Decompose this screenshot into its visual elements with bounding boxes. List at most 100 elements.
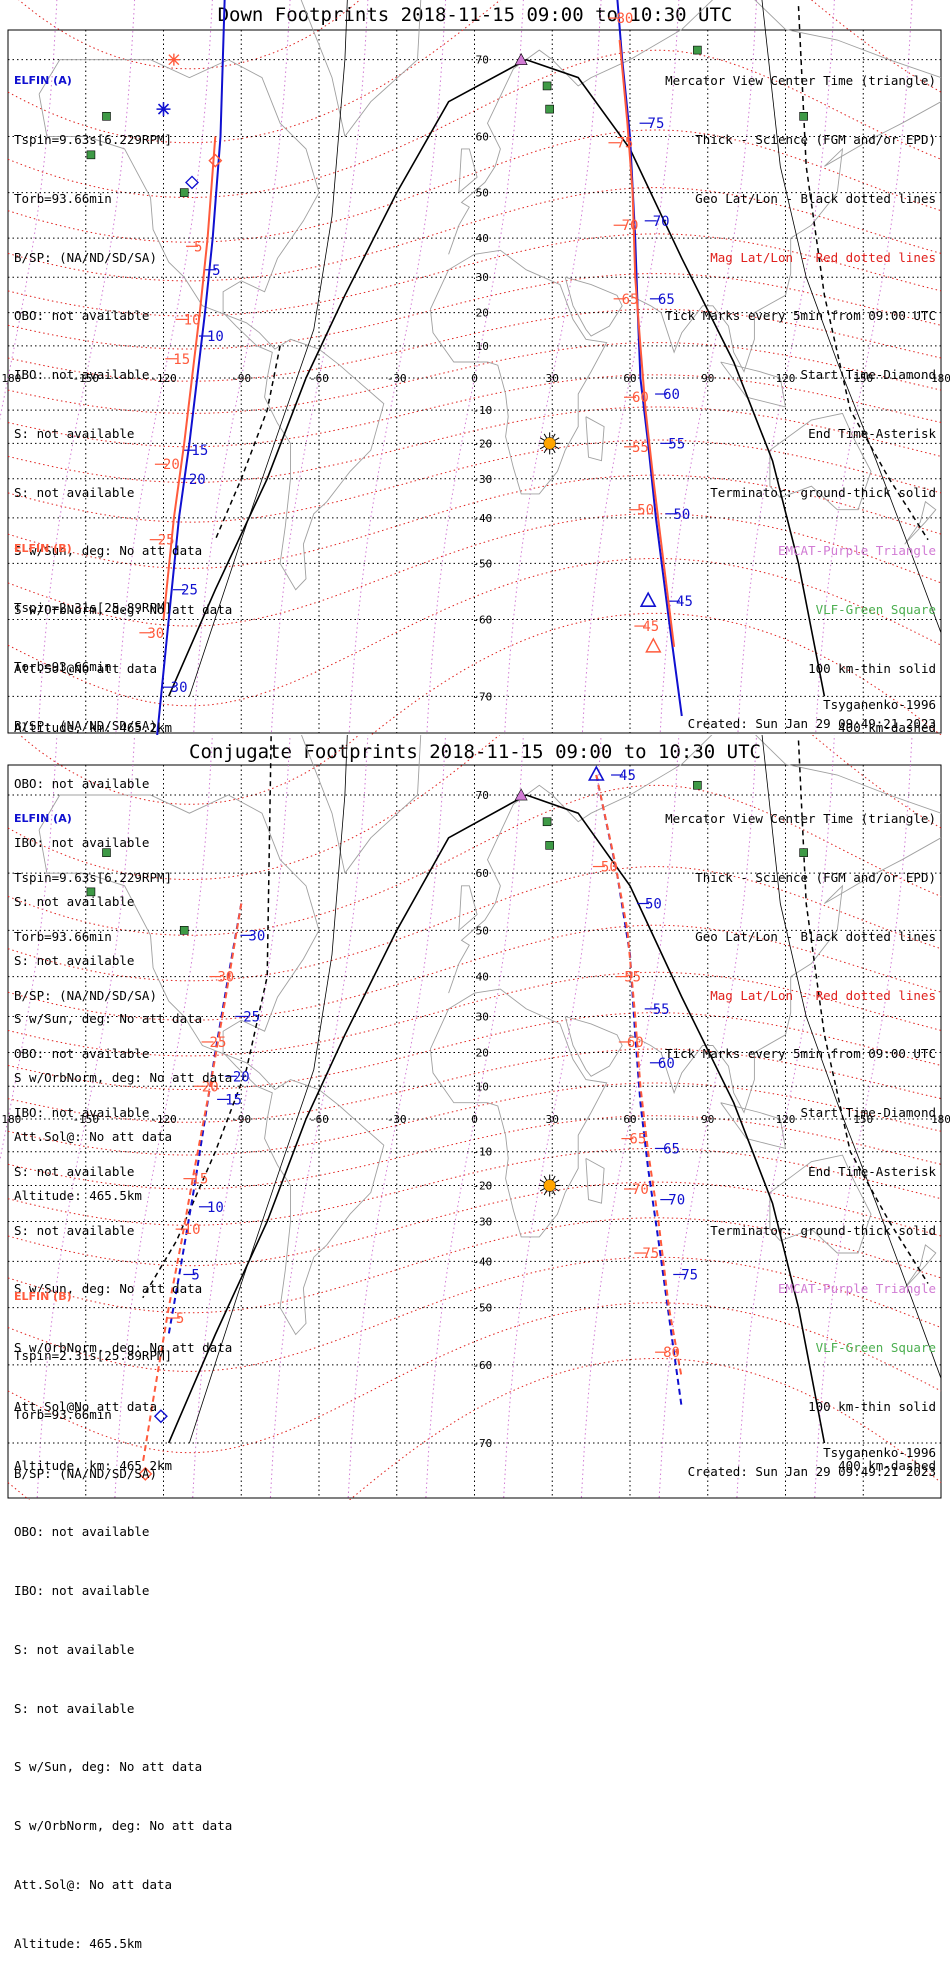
legend-item: Start Time-Diamond xyxy=(800,367,936,383)
start-diamond-icon xyxy=(185,175,199,190)
start-diamond-icon xyxy=(138,1466,153,1481)
lon-tick-label: 0 xyxy=(471,1113,478,1126)
terminator-400km-east xyxy=(797,6,929,541)
lon-tick-label: 60 xyxy=(623,372,636,385)
info-line: IBO: not available xyxy=(14,1583,150,1599)
track-tick-label: 45 xyxy=(642,619,659,635)
track-tick-label: 10 xyxy=(207,1200,224,1216)
legend-item: Geo Lat/Lon - Black dotted lines xyxy=(695,928,936,944)
coastline xyxy=(301,735,422,874)
lat-tick-label: 70 xyxy=(476,54,489,67)
coastline xyxy=(448,735,942,994)
mag-lon-line xyxy=(192,735,291,1498)
track-tick-label: 50 xyxy=(601,860,618,876)
track-tick-label: 15 xyxy=(191,1172,208,1188)
lon-tick-label: 180 xyxy=(931,1113,950,1126)
terminator-ground xyxy=(167,58,826,697)
track-tick-label: 30 xyxy=(217,970,234,986)
info-line: OBO: not available xyxy=(14,1046,150,1062)
track-tick-label: 25 xyxy=(210,1035,227,1051)
lat-tick-label: 10 xyxy=(476,340,489,353)
track-tick-label: 80 xyxy=(616,11,633,27)
sun-ray xyxy=(554,1179,560,1183)
coastline xyxy=(720,1102,787,1150)
lat-tick-label: 40 xyxy=(476,232,489,245)
coastline xyxy=(38,59,385,591)
track-tick-label: 45 xyxy=(619,768,636,784)
coastline xyxy=(769,1154,872,1254)
footprint-track xyxy=(141,903,243,1464)
track-tick-label: 5 xyxy=(194,239,202,255)
info-line: S w/Sun, deg: No att data xyxy=(14,1281,203,1297)
track-tick-label: 15 xyxy=(225,1092,242,1108)
lon-tick-label: -90 xyxy=(231,1113,251,1126)
track-tick-label: 80 xyxy=(663,1345,680,1361)
lon-tick-label: 30 xyxy=(546,372,559,385)
panel1-created: Created: Sun Jan 29 09:49:21 2023 xyxy=(687,716,936,731)
info-line: Att.Sol@: No att data xyxy=(14,1877,173,1892)
info-line: S: not available xyxy=(14,1641,135,1657)
track-tick-label: 55 xyxy=(653,1002,670,1018)
terminator-100km xyxy=(189,735,348,1444)
sun-ray xyxy=(554,1188,560,1192)
info-line: OBO: not available xyxy=(14,776,150,792)
lat-tick-label: -30 xyxy=(472,473,492,486)
footprint-track xyxy=(162,136,217,620)
vlf-square-icon xyxy=(693,45,702,55)
lat-tick-label: -30 xyxy=(472,1216,492,1229)
legend-item: Mag Lat/Lon - Red dotted lines xyxy=(710,249,936,265)
elfin-a-label: ELFIN (A) xyxy=(14,74,72,88)
track-tick-label: 70 xyxy=(632,1182,649,1198)
vlf-square-icon xyxy=(799,111,808,121)
mag-lon-line xyxy=(269,735,369,1498)
lat-tick-label: 10 xyxy=(476,1080,489,1093)
track-tick-label: 20 xyxy=(233,1069,250,1085)
track-tick-label: 50 xyxy=(645,897,662,913)
track-tick-label: 75 xyxy=(616,136,633,152)
coastline xyxy=(585,1158,605,1204)
emcat-triangle-icon xyxy=(514,53,528,65)
lon-tick-label: 0 xyxy=(471,372,478,385)
footprint-track xyxy=(618,39,676,648)
panel2-title: Conjugate Footprints 2018-11-15 09:00 to… xyxy=(189,741,761,763)
legend-item: Mag Lat/Lon - Red dotted lines xyxy=(710,987,936,1003)
vlf-square-icon xyxy=(542,81,552,91)
info-line: S: not available xyxy=(14,893,135,909)
track-tick-label: 65 xyxy=(629,1132,646,1148)
lon-tick-label: -150 xyxy=(73,372,100,385)
vlf-square-icon xyxy=(545,104,554,114)
info-line: S w/OrbNorm, deg: No att data xyxy=(14,1818,233,1834)
info-line: S w/OrbNorm, deg: No att data xyxy=(14,1070,233,1086)
coastline xyxy=(458,148,478,193)
mag-lat-line xyxy=(7,233,942,317)
mag-lon-line xyxy=(114,735,213,1498)
info-line: Torb=93.66min xyxy=(14,190,112,206)
vlf-square-icon xyxy=(86,150,96,160)
panel2-map: -180 -150 -120 -90 -60 -30 0 30 60 90 120 150 180 70 6… xyxy=(0,735,950,1500)
lat-tick-label: 60 xyxy=(476,867,489,880)
mag-lon-line xyxy=(814,735,913,1498)
panel1-elfin-b-info: ELFIN (B) Tspin=2.31s[25.89RPM] Torb=93.… xyxy=(14,500,232,1225)
lat-tick-label: -20 xyxy=(472,1180,492,1193)
end-asterisk-icon xyxy=(156,102,171,117)
info-line: Torb=93.66min xyxy=(14,1406,112,1422)
panel2-created: Created: Sun Jan 29 09:49:21 2023 xyxy=(687,1464,936,1479)
coastline xyxy=(629,837,942,1114)
lon-tick-label: -30 xyxy=(387,1113,407,1126)
lon-tick-label: -120 xyxy=(150,1113,177,1126)
mag-lat-line xyxy=(7,406,942,483)
coastline xyxy=(300,0,422,137)
lat-tick-label: 60 xyxy=(476,130,489,143)
track-tick-label: 70 xyxy=(668,1193,685,1209)
info-line: S w/OrbNorm, deg: No att data xyxy=(14,602,233,618)
lat-tick-label: -10 xyxy=(472,404,492,417)
mag-lat-line xyxy=(7,1082,942,1156)
coastline xyxy=(564,276,623,337)
track-tick-label: 5 xyxy=(176,1311,184,1327)
legend-item: Mercator View Center Time (triangle) xyxy=(665,811,936,827)
lon-tick-label: 90 xyxy=(701,372,714,385)
lat-tick-label: -20 xyxy=(472,437,492,450)
panel1-elfin-a-info: ELFIN (A) Tspin=9.63s[6.229RPM] Torb=93.… xyxy=(14,32,232,757)
sun-disc xyxy=(543,1179,556,1192)
lat-tick-label: -60 xyxy=(472,1359,492,1372)
